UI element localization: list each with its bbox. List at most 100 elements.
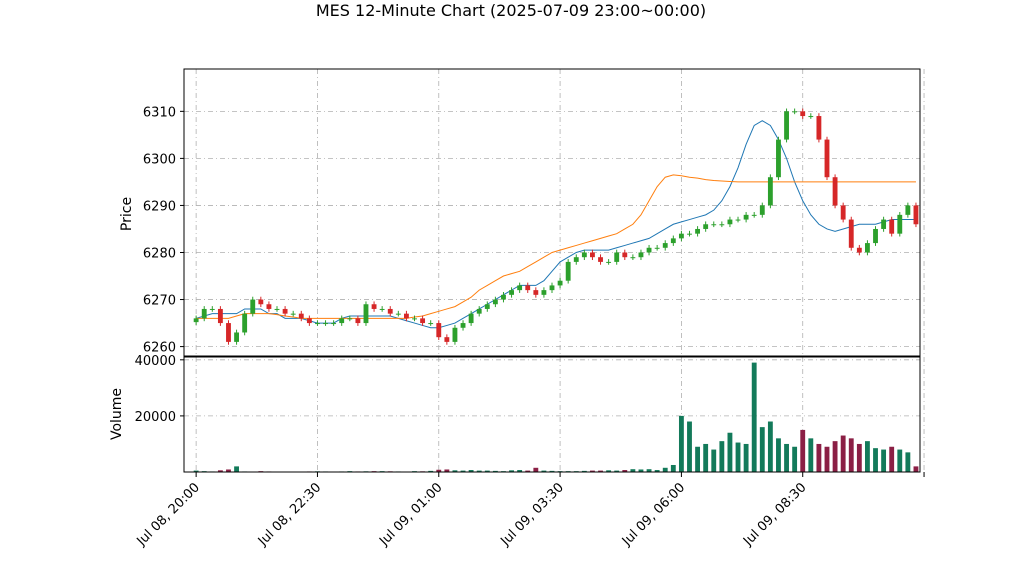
x-tick-label: Jul 08, 20:00 xyxy=(134,480,203,549)
candle-body xyxy=(751,214,757,216)
candle-body xyxy=(517,285,523,291)
candle-body xyxy=(719,224,725,226)
chart-title: MES 12-Minute Chart (2025-07-09 23:00~00… xyxy=(316,1,706,20)
volume-bar xyxy=(622,470,628,472)
candle-body xyxy=(347,318,353,320)
candle-body xyxy=(767,177,773,206)
candle-body xyxy=(549,285,555,291)
candle-body xyxy=(306,318,312,324)
fast-ma-line xyxy=(195,120,916,329)
candle-body xyxy=(590,252,595,258)
candle-body xyxy=(282,308,288,314)
candle-body xyxy=(484,304,490,309)
volume-bar xyxy=(476,470,482,472)
volume-bar xyxy=(525,470,531,472)
candle-body xyxy=(226,323,231,342)
volume-y-ticks: 20000 40000 xyxy=(135,354,184,425)
volume-bar xyxy=(492,470,498,472)
volume-bar xyxy=(226,469,231,472)
candle-body xyxy=(662,243,668,248)
price-moving-averages xyxy=(195,120,916,329)
x-ticks: Jul 08, 20:00 Jul 08, 22:30 Jul 09, 01:00 J… xyxy=(134,472,925,550)
volume-bar xyxy=(743,443,749,472)
volume-bar xyxy=(436,469,442,472)
candle-body xyxy=(905,205,911,215)
volume-bar xyxy=(776,438,781,472)
volume-bar xyxy=(784,443,789,472)
candle-body xyxy=(234,332,239,342)
volume-bar xyxy=(711,449,717,472)
candle-body xyxy=(242,313,248,333)
candle-body xyxy=(581,252,587,258)
volume-bar xyxy=(509,470,514,472)
candle-body xyxy=(873,228,878,244)
candle-body xyxy=(298,313,304,319)
volume-bar xyxy=(630,469,636,472)
volume-y-label: Volume xyxy=(109,388,125,440)
price-grid xyxy=(184,69,925,356)
candle-body xyxy=(638,252,644,258)
candle-body xyxy=(889,219,895,234)
volume-bar xyxy=(727,432,733,472)
volume-bar xyxy=(654,470,660,472)
volume-bar xyxy=(549,470,555,472)
candle-body xyxy=(824,139,830,178)
candle-body xyxy=(670,238,676,244)
volume-bar xyxy=(767,421,773,472)
candle-body xyxy=(533,290,539,295)
volume-y-tick-label: 40000 xyxy=(135,354,176,369)
candle-body xyxy=(258,299,264,305)
candle-body xyxy=(606,261,612,263)
candle-body xyxy=(509,290,514,295)
volume-bar xyxy=(484,470,490,472)
candle-body xyxy=(622,252,628,258)
volume-bar xyxy=(751,362,757,472)
slow-ma-line xyxy=(196,174,916,319)
candle-body xyxy=(759,205,765,215)
candle-body xyxy=(387,308,393,314)
candle-body xyxy=(711,224,717,226)
candle-body xyxy=(209,308,215,310)
candle-body xyxy=(703,224,709,229)
volume-bar xyxy=(444,469,450,472)
volume-bar xyxy=(452,470,458,472)
price-y-tick-label: 6260 xyxy=(143,341,176,356)
candle-body xyxy=(323,323,328,325)
price-y-tick-label: 6280 xyxy=(143,246,176,261)
volume-bars xyxy=(193,362,919,473)
volume-bar xyxy=(913,466,919,472)
x-tick-label: Jul 09, 01:00 xyxy=(376,480,445,549)
candle-body xyxy=(201,308,207,319)
x-tick-label: Jul 08, 22:30 xyxy=(255,480,324,549)
volume-bar xyxy=(832,441,838,472)
candle-body xyxy=(395,313,401,315)
candle-body xyxy=(193,318,199,323)
candle-body xyxy=(695,228,701,234)
volume-bar xyxy=(614,470,620,472)
volume-bar xyxy=(234,466,239,472)
volume-bar xyxy=(824,446,830,472)
volume-bar xyxy=(678,415,684,472)
candle-body xyxy=(476,308,482,314)
candle-body xyxy=(646,247,652,253)
volume-bar xyxy=(598,470,603,472)
candle-body xyxy=(363,304,369,324)
price-y-tick-label: 6290 xyxy=(143,199,176,214)
candle-body xyxy=(743,214,749,220)
price-panel-frame xyxy=(183,68,921,357)
candle-body xyxy=(436,323,442,338)
candle-body xyxy=(630,257,636,259)
candle-body xyxy=(331,323,337,325)
candle-body xyxy=(792,111,798,113)
candle-body xyxy=(654,247,660,249)
x-tick-label: Jul 09, 06:00 xyxy=(619,480,688,549)
candle-body xyxy=(290,313,296,315)
candle-body xyxy=(816,116,822,140)
candle-body xyxy=(403,313,409,319)
volume-y-tick-label: 20000 xyxy=(135,410,176,425)
candle-body xyxy=(557,280,563,286)
volume-bar xyxy=(687,421,692,472)
volume-bar xyxy=(808,438,814,472)
candle-body xyxy=(840,205,846,220)
